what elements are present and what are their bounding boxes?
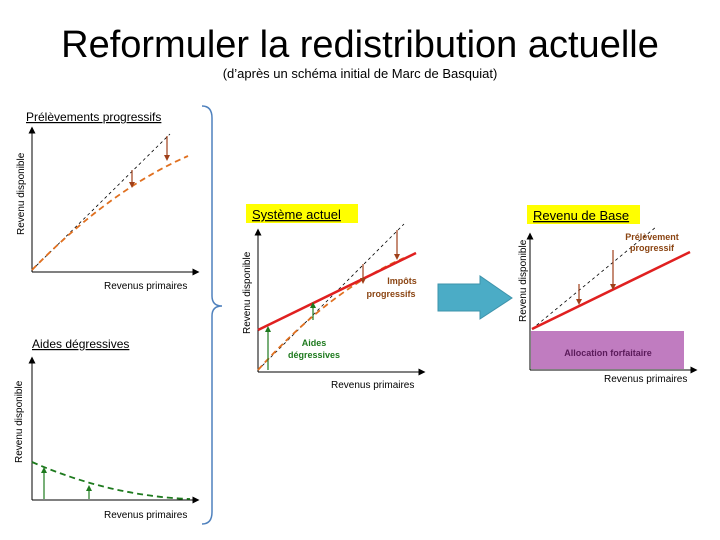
- annotation-aides: Aides: [302, 338, 327, 348]
- y-axis-label: Revenu disponible: [518, 239, 529, 322]
- annotation-aides-2: dégressives: [288, 350, 340, 360]
- annotation-impots: Impôts: [387, 276, 417, 286]
- red-resulting-line: [257, 251, 417, 332]
- red-resulting-line: [531, 250, 691, 331]
- x-axis-label: Revenus primaires: [331, 380, 414, 391]
- annotation-allocation: Allocation forfaitaire: [564, 348, 652, 358]
- x-axis-label: Revenus primaires: [604, 374, 687, 385]
- panel-heading-base: Revenu de Base: [533, 208, 629, 223]
- annotation-impots-2: progressifs: [366, 289, 415, 299]
- page-subtitle: (d’après un schéma initial de Marc de Ba…: [223, 66, 498, 81]
- allocation-forfaitaire-box: [531, 331, 684, 369]
- x-axis-label: Revenus primaires: [104, 281, 187, 292]
- panel-systeme-actuel: Système actuel Impôts progressifs Aides …: [242, 204, 426, 391]
- y-axis-label: Revenu disponible: [14, 380, 25, 463]
- y-axis-label: Revenu disponible: [16, 152, 27, 235]
- page-title: Reformuler la redistribution actuelle: [61, 24, 659, 66]
- heading-highlight: [246, 204, 358, 223]
- transition-arrow: [437, 275, 513, 320]
- green-dashed-curve: [31, 461, 191, 500]
- panel-aides-degressives: Aides dégressives Revenu disponible Reve…: [14, 337, 200, 521]
- y-axis-label: Revenu disponible: [242, 251, 253, 334]
- curly-brace: [201, 105, 223, 525]
- panel-heading-prelevements: Prélèvements progressifs: [26, 110, 161, 124]
- diagonal-reference-line: [257, 223, 405, 371]
- orange-dashed-curve: [31, 155, 189, 271]
- heading-highlight: [527, 205, 640, 224]
- x-axis-label: Revenus primaires: [104, 510, 187, 521]
- panel-prelevements-progressifs: Prélèvements progressifs Revenu disponib…: [16, 110, 200, 292]
- diagonal-reference-line: [531, 226, 657, 330]
- diagonal-reference-line: [31, 133, 171, 271]
- panel-heading-aides: Aides dégressives: [32, 337, 129, 351]
- panel-revenu-de-base: Revenu de Base Allocation forfaitaire Pr…: [518, 205, 698, 385]
- panel-heading-actuel: Système actuel: [252, 207, 341, 222]
- annotation-prelevement: Prélèvement: [625, 232, 679, 242]
- annotation-prelevement-2: progressif: [630, 243, 675, 253]
